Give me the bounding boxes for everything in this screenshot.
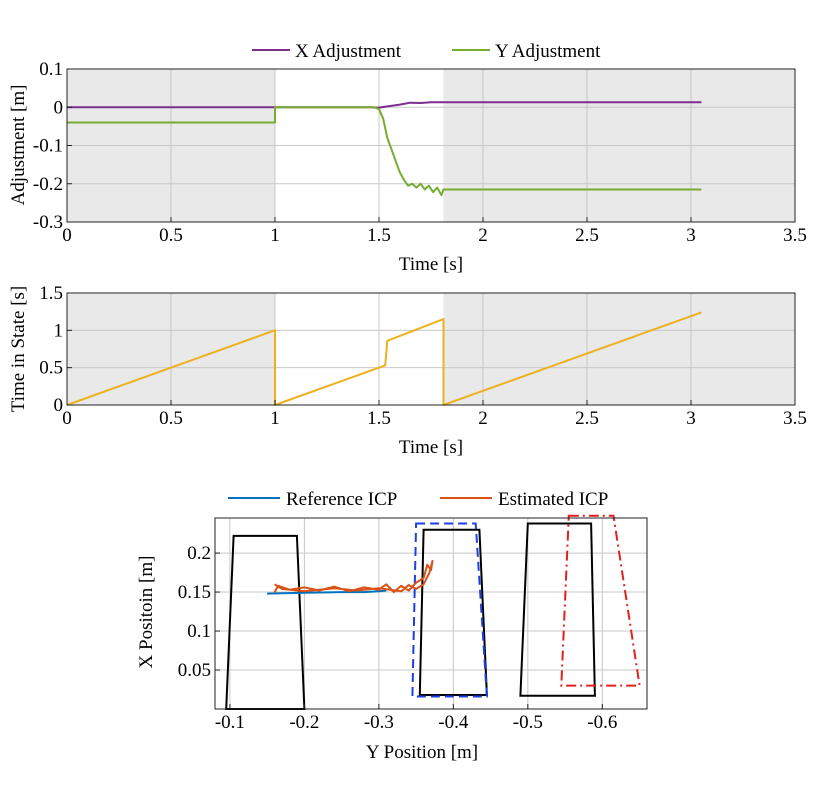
adjustment-x-tick-label: 3 (686, 225, 696, 246)
time-in-state-x-tick-label: 1 (270, 408, 280, 429)
icp-trajectory-x-tick-label: -0.6 (587, 712, 617, 733)
icp-y-axis-label: X Positoin [m] (136, 556, 157, 669)
support-region-red (560, 514, 641, 687)
icp-plot-frame (214, 517, 648, 710)
adjustment-y-tick-label: 0 (54, 97, 64, 118)
legend-label-y-adjustment: Y Adjustment (495, 41, 601, 62)
legend-label-reference-icp: Reference ICP (286, 489, 397, 510)
icp-trajectory-x-tick-label: -0.1 (215, 712, 245, 733)
series-line-reference-icp (267, 589, 387, 595)
time-in-state-x-tick-label: 2 (478, 408, 488, 429)
time-in-state-x-axis-label: Time [s] (399, 437, 463, 458)
series-line-y-adjustment (67, 106, 702, 197)
series-line-time-in-state (66, 311, 702, 406)
adjustment-y-tick-label: -0.3 (33, 212, 63, 233)
time-in-state-x-tick-label: 0.5 (159, 408, 183, 429)
icp-x-axis-label: Y Position [m] (366, 742, 478, 763)
icp-trajectory-x-tick-label: -0.4 (438, 712, 469, 733)
icp-trajectory-x-tick-label: -0.5 (513, 712, 543, 733)
time-in-state-x-tick-label: 0 (62, 408, 72, 429)
footprint-3 (519, 522, 596, 697)
support-region-blue (411, 522, 488, 698)
adjustment-x-tick-label: 1.5 (367, 225, 391, 246)
adjustment-x-tick-label: 0.5 (159, 225, 183, 246)
time-in-state-y-tick-label: 0 (54, 395, 64, 416)
time-in-state-chart: 0 0.5 1 1.5 2 2.5 3 3.5 1.5 1 0.5 0 Time [s] Time … (8, 283, 807, 458)
icp-trajectory-chart: Reference ICP Estimated ICP -0.1 -0.2 -0.3… (136, 489, 648, 763)
icp-trajectory-x-tick-label: -0.2 (289, 712, 319, 733)
adjustment-y-tick-label: 0.1 (39, 59, 63, 80)
time-in-state-y-tick-label: 1 (54, 320, 64, 341)
adjustment-legend: X Adjustment Y Adjustment (252, 41, 601, 62)
footprint-1 (225, 534, 306, 710)
time-in-state-y-axis-label: Time in State [s] (8, 286, 29, 413)
time-in-state-plot-frame (66, 292, 796, 406)
time-in-state-x-tick-label: 1.5 (367, 408, 391, 429)
adjustment-x-axis-label: Time [s] (399, 254, 463, 275)
time-in-state-shaded-region (443, 293, 795, 405)
icp-trajectory-y-tick-label: 0.2 (187, 543, 211, 564)
time-in-state-x-tick-label: 2.5 (575, 408, 599, 429)
time-in-state-y-tick-label: 0.5 (39, 358, 63, 379)
legend-label-estimated-icp: Estimated ICP (498, 489, 608, 510)
time-in-state-y-tick-label: 1.5 (39, 283, 63, 304)
series-line-estimated-icp (273, 559, 434, 594)
legend-label-x-adjustment: X Adjustment (295, 41, 402, 62)
adjustment-x-tick-label: 1 (270, 225, 280, 246)
adjustment-chart: X Adjustment Y Adjustment 0 0.5 1 1.5 2 2.5 3 3… (8, 41, 807, 275)
icp-trajectory-y-tick-label: 0.1 (187, 621, 211, 642)
time-in-state-x-tick-label: 3.5 (783, 408, 807, 429)
adjustment-x-tick-label: 2.5 (575, 225, 599, 246)
icp-legend: Reference ICP Estimated ICP (228, 489, 608, 510)
icp-trajectory-x-tick-label: -0.3 (364, 712, 394, 733)
adjustment-y-tick-label: -0.1 (33, 136, 63, 157)
adjustment-y-axis-label: Adjustment [m] (8, 85, 29, 206)
adjustment-y-tick-label: -0.2 (33, 174, 63, 195)
adjustment-x-tick-label: 0 (62, 225, 72, 246)
time-in-state-x-tick-label: 3 (686, 408, 696, 429)
icp-trajectory-y-tick-label: 0.05 (178, 660, 211, 681)
adjustment-x-tick-label: 3.5 (783, 225, 807, 246)
icp-trajectory-y-tick-label: 0.15 (178, 582, 211, 603)
adjustment-x-tick-label: 2 (478, 225, 488, 246)
